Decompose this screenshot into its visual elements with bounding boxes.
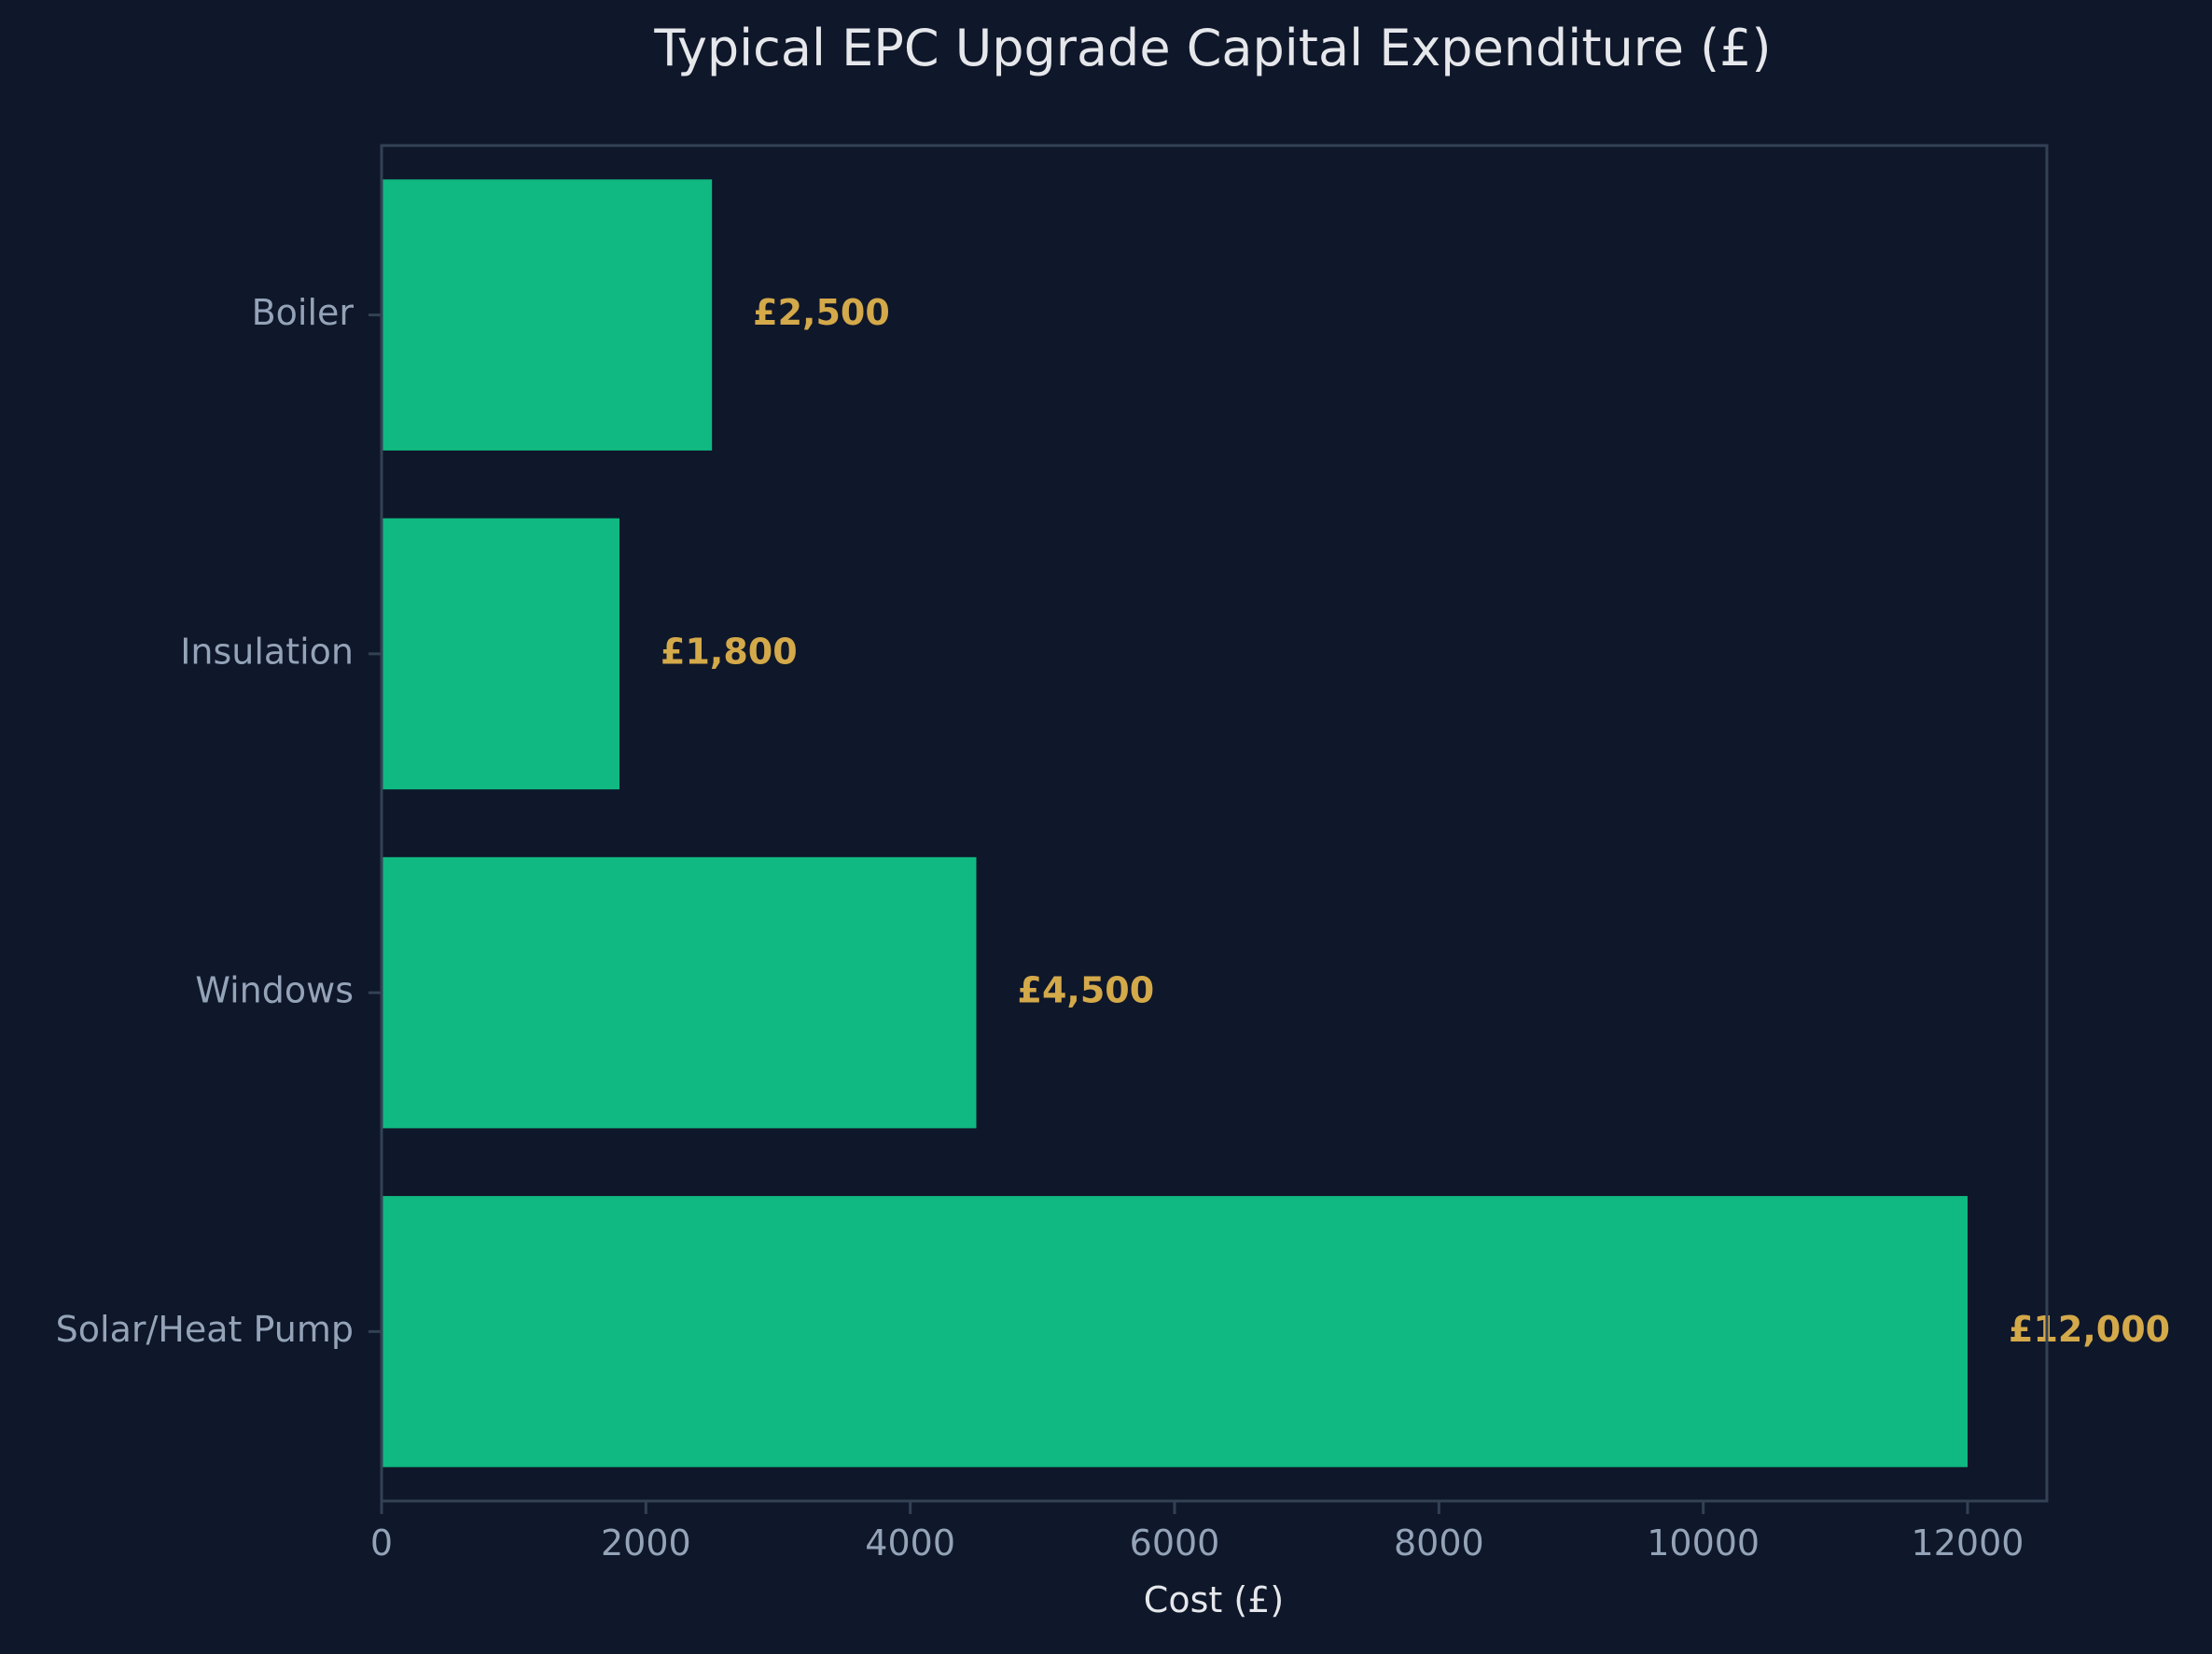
x-tick-label: 10000 (1647, 1522, 1760, 1564)
x-tick-label: 2000 (601, 1522, 691, 1564)
x-axis: 0 2000 4000 6000 8000 10000 12000 (370, 1501, 2024, 1564)
x-tick-label: 12000 (1912, 1522, 2024, 1564)
value-label: £2,500 (753, 292, 890, 333)
y-axis: Boiler Insulation Windows Solar/Heat Pump (56, 292, 382, 1350)
y-tick-label: Insulation (180, 631, 354, 672)
y-tick-label: Solar/Heat Pump (56, 1309, 354, 1350)
bar-windows (382, 856, 977, 1129)
x-tick-label: 6000 (1130, 1522, 1220, 1564)
chart-title: Typical EPC Upgrade Capital Expenditure … (653, 19, 1771, 77)
x-axis-label: Cost (£) (1144, 1579, 1284, 1620)
y-tick-label: Boiler (252, 292, 355, 333)
y-tick-label: Windows (195, 970, 354, 1011)
value-label: £12,000 (2009, 1309, 2170, 1350)
value-label: £1,800 (661, 631, 798, 672)
bar-insulation (382, 518, 619, 790)
bars-group (382, 179, 1968, 1467)
bar-solar-heat-pump (382, 1196, 1968, 1467)
bar-boiler (382, 179, 713, 451)
value-label: £4,500 (1018, 970, 1155, 1011)
plot-frame (380, 144, 2049, 1503)
value-labels-group: £2,500 £1,800 £4,500 £12,000 (661, 292, 2170, 1350)
x-tick-label: 0 (370, 1522, 393, 1564)
x-tick-label: 8000 (1394, 1522, 1484, 1564)
x-tick-label: 4000 (865, 1522, 955, 1564)
